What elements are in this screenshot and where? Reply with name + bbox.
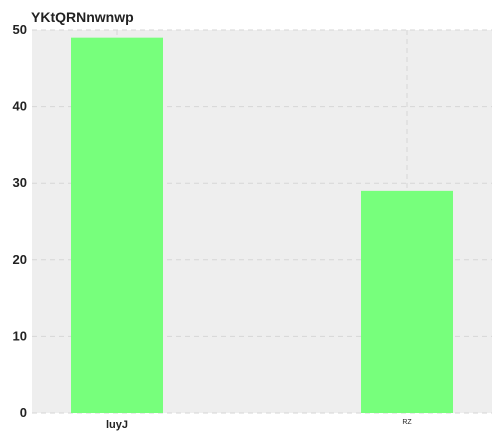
y-tick-label: 50 xyxy=(13,22,27,37)
bar-rz xyxy=(361,190,453,413)
chart-title: YKtQRNnwnwp xyxy=(31,9,134,25)
y-tick-label: 30 xyxy=(13,175,27,190)
x-tick-label: RZ xyxy=(402,419,412,426)
y-tick-label: 20 xyxy=(13,252,27,267)
x-axis-ticks: luyJ RZ xyxy=(106,419,412,431)
x-tick-label: luyJ xyxy=(106,419,128,431)
bar-luyj xyxy=(71,37,163,413)
bars xyxy=(71,37,453,413)
y-tick-label: 10 xyxy=(13,328,27,343)
y-tick-label: 0 xyxy=(20,405,27,420)
y-axis-ticks: 0 10 20 30 40 50 xyxy=(13,22,27,420)
y-tick-label: 40 xyxy=(13,99,27,114)
